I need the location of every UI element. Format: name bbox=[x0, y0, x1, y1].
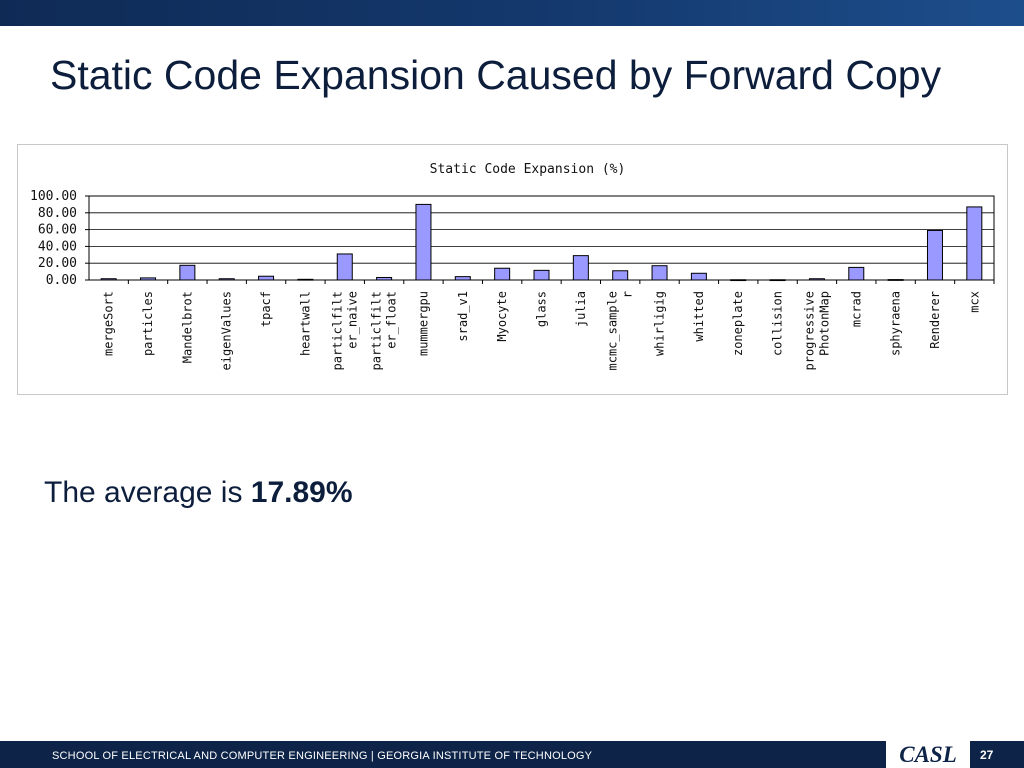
category-label: Myocyte bbox=[495, 291, 509, 342]
page-number: 27 bbox=[980, 748, 994, 762]
bar bbox=[100, 278, 117, 281]
category-label: mcrad bbox=[849, 291, 863, 327]
bar bbox=[848, 266, 865, 281]
category-label: particlfilt bbox=[370, 291, 384, 370]
category-label: whitted bbox=[692, 291, 706, 342]
bar bbox=[179, 264, 196, 281]
average-statement: The average is 17.89% bbox=[44, 476, 353, 510]
footer-bar: SCHOOL OF ELECTRICAL AND COMPUTER ENGINE… bbox=[0, 741, 1024, 768]
header-bar bbox=[0, 0, 1024, 26]
category-label: er_float bbox=[385, 291, 399, 349]
category-label: eigenValues bbox=[220, 291, 234, 370]
bar bbox=[730, 279, 747, 282]
bar bbox=[966, 206, 983, 281]
category-label: glass bbox=[535, 291, 549, 327]
chart-frame: Static Code Expansion (%) 100.00 80.00 60.0… bbox=[17, 144, 1008, 395]
category-label: er_naive bbox=[345, 291, 359, 349]
y-tick-label: 0.00 bbox=[46, 273, 77, 288]
bar bbox=[533, 269, 550, 281]
category-label: particles bbox=[141, 291, 155, 356]
category-label: whirligig bbox=[653, 291, 667, 356]
y-tick-label: 60.00 bbox=[38, 223, 77, 238]
casl-logo: CASL bbox=[886, 741, 970, 768]
chart-title: Static Code Expansion (%) bbox=[430, 162, 626, 177]
category-label: julia bbox=[574, 291, 588, 327]
logo-text: CASL bbox=[899, 742, 957, 767]
bar bbox=[769, 279, 786, 282]
bar bbox=[651, 265, 668, 281]
category-label: PhotonMap bbox=[817, 291, 831, 356]
bar bbox=[297, 278, 314, 281]
bar bbox=[376, 276, 393, 281]
bar bbox=[887, 279, 904, 281]
bar bbox=[336, 253, 353, 281]
y-tick-label: 100.00 bbox=[30, 189, 77, 204]
bar bbox=[258, 275, 275, 281]
category-label: Renderer bbox=[928, 291, 942, 349]
bar-chart: Static Code Expansion (%) 100.00 80.00 60.0… bbox=[30, 162, 995, 370]
y-tick-label: 20.00 bbox=[38, 256, 77, 271]
category-label: zoneplate bbox=[731, 291, 745, 356]
category-label: mummergpu bbox=[416, 291, 430, 356]
category-label: mcx bbox=[967, 291, 981, 313]
category-label: mergeSort bbox=[102, 291, 116, 356]
category-label: srad_v1 bbox=[456, 291, 470, 342]
category-label: collision bbox=[771, 291, 785, 356]
category-label: sphyraena bbox=[889, 291, 903, 356]
category-label: particlfilt bbox=[330, 291, 344, 370]
category-label: Mandelbrot bbox=[180, 291, 194, 363]
category-label: progressive bbox=[802, 291, 816, 370]
bar bbox=[690, 272, 707, 281]
footer-text: SCHOOL OF ELECTRICAL AND COMPUTER ENGINE… bbox=[52, 750, 593, 762]
y-tick-label: 40.00 bbox=[38, 239, 77, 254]
bar bbox=[454, 276, 471, 281]
y-tick-label: 80.00 bbox=[38, 206, 77, 221]
bar bbox=[808, 278, 825, 281]
category-label: r bbox=[621, 291, 635, 298]
bar bbox=[494, 267, 511, 281]
bar bbox=[415, 203, 432, 281]
bar bbox=[926, 229, 943, 281]
bar bbox=[140, 277, 157, 281]
category-label: heartwall bbox=[298, 291, 312, 356]
bar bbox=[612, 270, 629, 281]
category-label: tpacf bbox=[259, 291, 273, 327]
bar bbox=[218, 278, 235, 281]
bar bbox=[572, 255, 589, 281]
average-value: 17.89% bbox=[250, 476, 353, 509]
average-prefix: The average is bbox=[44, 476, 251, 509]
category-label: mcmc_sample bbox=[606, 291, 620, 370]
slide-title: Static Code Expansion Caused by Forward … bbox=[50, 52, 942, 98]
